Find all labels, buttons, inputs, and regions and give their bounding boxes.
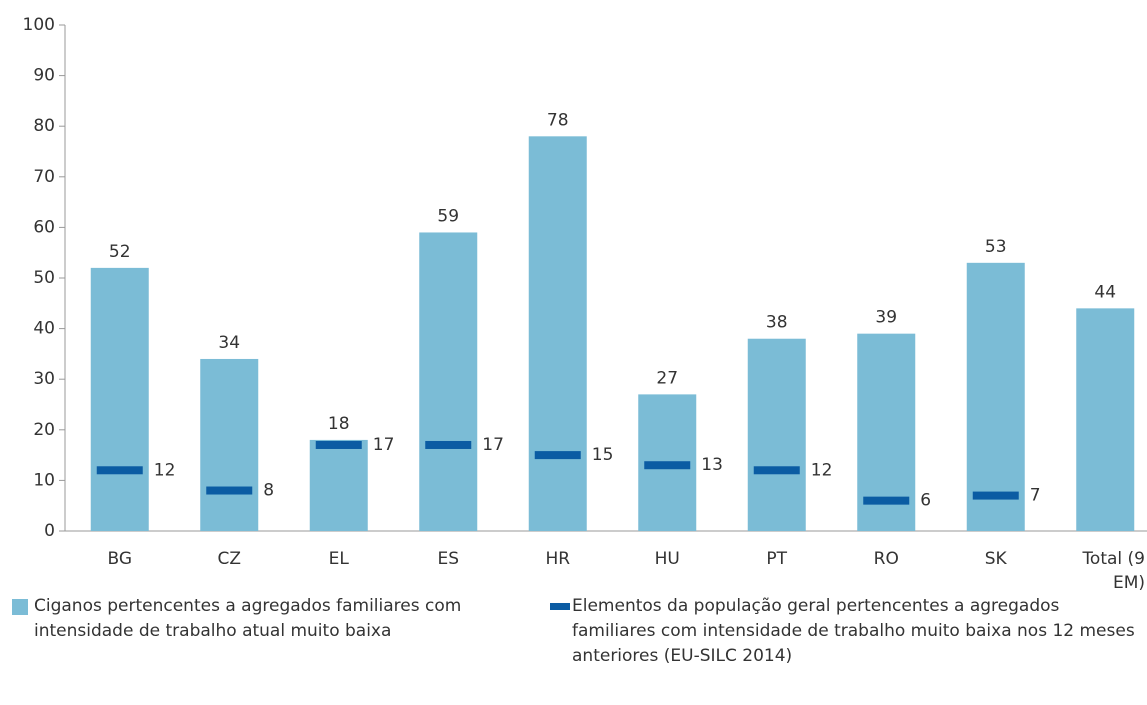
legend-label: Elementos da população geral pertencente… bbox=[572, 596, 1135, 666]
y-tick-label: 50 bbox=[33, 268, 55, 288]
x-tick-label: ES bbox=[437, 549, 460, 569]
y-tick-label: 10 bbox=[33, 470, 55, 490]
x-tick-label: RO bbox=[873, 549, 899, 569]
bar-value-label: 38 bbox=[766, 313, 788, 333]
y-tick-label: 70 bbox=[33, 167, 55, 187]
x-tick-label: Total (9 EM) bbox=[1082, 549, 1145, 593]
marker bbox=[315, 440, 362, 449]
legend-item: Elementos da população geral pertencente… bbox=[550, 594, 1140, 669]
y-tick-label: 0 bbox=[44, 521, 55, 541]
y-tick-label: 60 bbox=[33, 217, 55, 237]
marker-value-label: 17 bbox=[373, 435, 395, 455]
bar-value-label: 78 bbox=[547, 110, 569, 130]
bar-value-label: 34 bbox=[218, 333, 240, 353]
marker-value-label: 17 bbox=[482, 435, 504, 455]
legend-label: Ciganos pertencentes a agregados familia… bbox=[34, 596, 462, 641]
bar bbox=[528, 136, 587, 531]
marker bbox=[972, 491, 1019, 500]
marker bbox=[644, 461, 691, 470]
x-tick-label: SK bbox=[984, 549, 1007, 569]
x-tick-label: CZ bbox=[217, 549, 242, 569]
marker-value-label: 13 bbox=[701, 455, 723, 475]
legend-swatch bbox=[12, 599, 28, 615]
bar-value-label: 53 bbox=[985, 237, 1007, 257]
y-tick-label: 40 bbox=[33, 319, 55, 339]
y-tick-label: 100 bbox=[23, 15, 55, 35]
bar bbox=[747, 338, 806, 531]
bar bbox=[966, 262, 1025, 531]
y-tick-label: 20 bbox=[33, 420, 55, 440]
bar-value-label: 59 bbox=[437, 206, 459, 226]
marker bbox=[534, 451, 581, 460]
bar-value-label: 18 bbox=[328, 414, 350, 434]
bar-value-label: 52 bbox=[109, 242, 131, 262]
x-tick-label: EL bbox=[328, 549, 349, 569]
x-tick-label: HU bbox=[654, 549, 680, 569]
legend-item: Ciganos pertencentes a agregados familia… bbox=[12, 594, 512, 644]
y-tick-label: 90 bbox=[33, 66, 55, 86]
bar bbox=[90, 267, 149, 531]
x-tick-label: BG bbox=[107, 549, 133, 569]
bar bbox=[309, 439, 368, 531]
marker-value-label: 12 bbox=[811, 460, 833, 480]
marker bbox=[96, 466, 143, 475]
marker bbox=[863, 496, 910, 505]
marker-value-label: 6 bbox=[920, 491, 931, 511]
bar bbox=[1076, 308, 1135, 531]
marker bbox=[206, 486, 253, 495]
y-tick-label: 30 bbox=[33, 369, 55, 389]
bar bbox=[419, 232, 478, 531]
marker-value-label: 8 bbox=[263, 481, 274, 501]
bar-value-label: 27 bbox=[656, 368, 678, 388]
bar bbox=[200, 358, 259, 531]
x-tick-label: PT bbox=[766, 549, 788, 569]
marker-value-label: 15 bbox=[592, 445, 614, 465]
marker-value-label: 7 bbox=[1030, 486, 1041, 506]
marker-value-label: 12 bbox=[154, 460, 176, 480]
bar-value-label: 44 bbox=[1094, 282, 1116, 302]
x-tick-label: HR bbox=[545, 549, 571, 569]
marker bbox=[425, 440, 472, 449]
legend-swatch bbox=[550, 603, 570, 610]
y-tick-label: 80 bbox=[33, 116, 55, 136]
marker bbox=[753, 466, 800, 475]
bar-value-label: 39 bbox=[875, 308, 897, 328]
